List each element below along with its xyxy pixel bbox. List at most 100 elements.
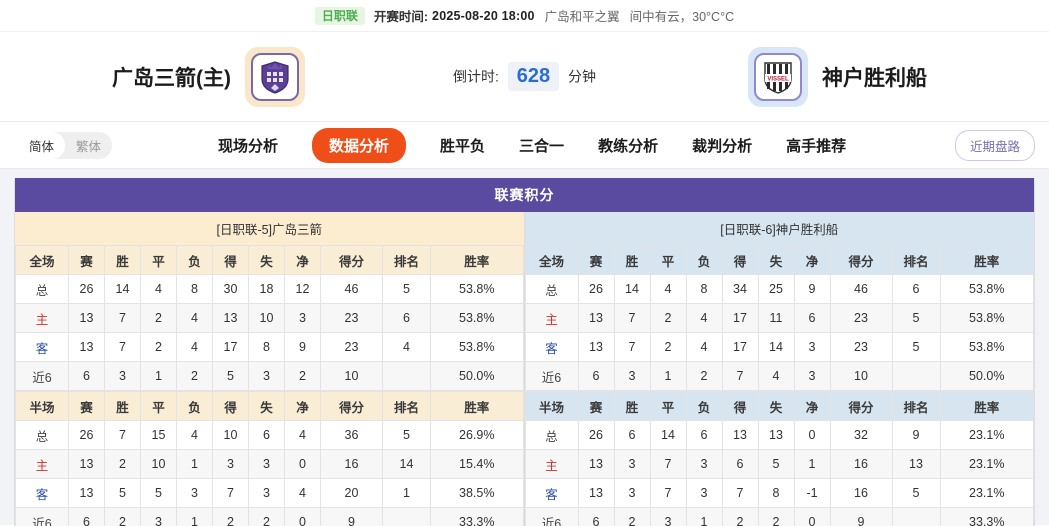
stats-cell: 20	[320, 478, 383, 508]
stats-cell: 36	[320, 420, 383, 450]
teams-header: 倒计时: 628 分钟 广岛三箭(主)	[0, 32, 1049, 122]
stats-cell: 13	[68, 303, 105, 333]
stats-cell: 23	[829, 303, 893, 333]
tab-referee-analysis[interactable]: 裁判分析	[692, 137, 753, 155]
stats-cell: 53.8%	[430, 303, 524, 333]
row-label: 近6	[15, 507, 69, 526]
stats-cell: 13	[68, 449, 105, 479]
row-label: 近6	[15, 361, 69, 391]
home-standings-column: [日职联-5]广岛三箭 全场赛胜平负得失净得分 排名 胜率总 26 14 4 8 30 18 12…	[15, 212, 525, 526]
stats-cell: 17	[721, 332, 759, 362]
stats-column-header: 胜	[104, 391, 141, 421]
stats-cell: 13	[577, 303, 615, 333]
stats-cell: 10	[320, 361, 383, 391]
stats-cell: 6	[68, 361, 105, 391]
lang-traditional[interactable]: 繁体	[76, 139, 102, 154]
row-label: 客	[524, 478, 579, 508]
stats-cell: 0	[284, 507, 321, 526]
stats-column-header: 净	[284, 391, 321, 421]
stats-cell: 5	[891, 332, 941, 362]
tab-three-in-one[interactable]: 三合一	[519, 137, 565, 155]
stats-cell: 3	[284, 303, 321, 333]
stats-column-header: 失	[248, 245, 285, 275]
recent-odds-button[interactable]: 近期盘路	[954, 129, 1035, 161]
stats-column-header: 半场	[15, 391, 69, 421]
stats-column-header: 赛	[68, 245, 105, 275]
tab-win-draw-loss[interactable]: 胜平负	[440, 137, 486, 155]
tab-coach-analysis[interactable]: 教练分析	[598, 137, 659, 155]
table-row: 主 13 7 2 4 17 11 6 23 5 53.8%	[524, 303, 1034, 333]
stats-cell: 2	[685, 361, 723, 391]
home-standings-heading: [日职联-5]广岛三箭	[15, 212, 524, 245]
stats-cell: 4	[757, 361, 795, 391]
stats-column-header: 胜率	[939, 245, 1034, 275]
tab-expert-picks[interactable]: 高手推荐	[786, 137, 847, 155]
table-row: 总 26 14 4 8 30 18 12 46 5 53.8%	[15, 274, 524, 304]
stats-cell: 2	[649, 332, 687, 362]
stats-cell: 16	[829, 449, 893, 479]
league-badge: 日职联	[314, 6, 365, 25]
stats-cell: 53.8%	[939, 332, 1034, 362]
stats-column-header: 净	[284, 245, 321, 275]
tab-live-analysis[interactable]: 现场分析	[218, 137, 279, 155]
tab-data-analysis[interactable]: 数据分析	[312, 127, 407, 163]
stats-cell: 7	[104, 420, 141, 450]
stats-table: 全场赛胜平负得失净得分 排名 胜率总 26 14 4 8 34 25 9 46 6 53.8% 主 13 7 2…	[524, 245, 1035, 391]
stats-cell: 13	[577, 449, 615, 479]
row-label: 主	[15, 449, 69, 479]
stats-cell: 10	[829, 361, 893, 391]
away-team-badge-wrap: VISSEL	[748, 46, 808, 107]
stats-cell: 5	[891, 478, 941, 508]
row-label: 总	[15, 420, 69, 450]
stats-column-header: 赛	[577, 245, 615, 275]
lang-simplified[interactable]: 简体	[18, 131, 66, 159]
stats-cell: 4	[284, 478, 321, 508]
stats-cell: 1	[176, 449, 213, 479]
stats-table: 全场赛胜平负得失净得分 排名 胜率总 26 14 4 8 30 18 12 46 5 53.8% 主 13 7…	[15, 245, 524, 391]
stats-column-header: 胜	[613, 391, 651, 421]
stats-cell: 16	[829, 478, 893, 508]
stats-cell: 9	[320, 507, 383, 526]
stats-cell: 7	[104, 332, 141, 362]
table-row: 近6 6 3 1 2 5 3 2 10 50.0%	[15, 361, 524, 391]
stats-cell: 38.5%	[430, 478, 524, 508]
stats-column-header: 得	[212, 245, 249, 275]
home-team[interactable]: 广岛三箭(主)	[112, 46, 305, 107]
stats-cell: 1	[685, 507, 723, 526]
stats-column-header: 排名	[891, 245, 941, 275]
stats-cell: 13	[757, 420, 795, 450]
table-row: 客 13 3 7 3 7 8 -1 16 5 23.1%	[524, 478, 1034, 508]
stats-column-header: 半场	[524, 391, 579, 421]
countdown-unit: 分钟	[568, 68, 597, 85]
stats-cell: 13	[577, 332, 615, 362]
stats-cell: 3	[613, 361, 651, 391]
row-label: 客	[15, 332, 69, 362]
language-toggle[interactable]: 简体 繁体	[18, 131, 113, 159]
stats-cell: 50.0%	[430, 361, 524, 391]
stats-cell: 6	[613, 420, 651, 450]
stats-column-header: 得	[212, 391, 249, 421]
stats-cell: 3	[104, 361, 141, 391]
countdown-block: 倒计时: 628 分钟	[0, 62, 1049, 91]
away-team[interactable]: VISSEL 神户胜利船	[748, 46, 927, 107]
sanfrecce-hiroshima-crest-icon	[251, 52, 299, 101]
stats-cell: 34	[721, 274, 759, 304]
stats-table: 半场赛胜平负得失净得分 排名 胜率总 26 6 14 6 13 13 0 32 9 23.1% 主 13 3 7…	[524, 391, 1035, 526]
stats-cell: 18	[248, 274, 285, 304]
stats-cell: 3	[649, 507, 687, 526]
stats-cell: 8	[685, 274, 723, 304]
stats-cell: 13	[68, 478, 105, 508]
away-team-name: 神户胜利船	[822, 66, 927, 90]
stats-column-header: 负	[176, 245, 213, 275]
stats-cell: 23	[320, 303, 383, 333]
stats-column-header: 净	[793, 391, 831, 421]
stats-cell: 2	[757, 507, 795, 526]
stats-cell: 23	[320, 332, 383, 362]
table-row: 总 26 14 4 8 34 25 9 46 6 53.8%	[524, 274, 1034, 304]
stats-cell: 33.3%	[430, 507, 524, 526]
stats-cell: 53.8%	[939, 303, 1034, 333]
table-row: 客 13 7 2 4 17 8 9 23 4 53.8%	[15, 332, 524, 362]
stats-cell: 6	[382, 303, 431, 333]
stats-cell: 4	[382, 332, 431, 362]
stats-cell: 1	[140, 361, 177, 391]
